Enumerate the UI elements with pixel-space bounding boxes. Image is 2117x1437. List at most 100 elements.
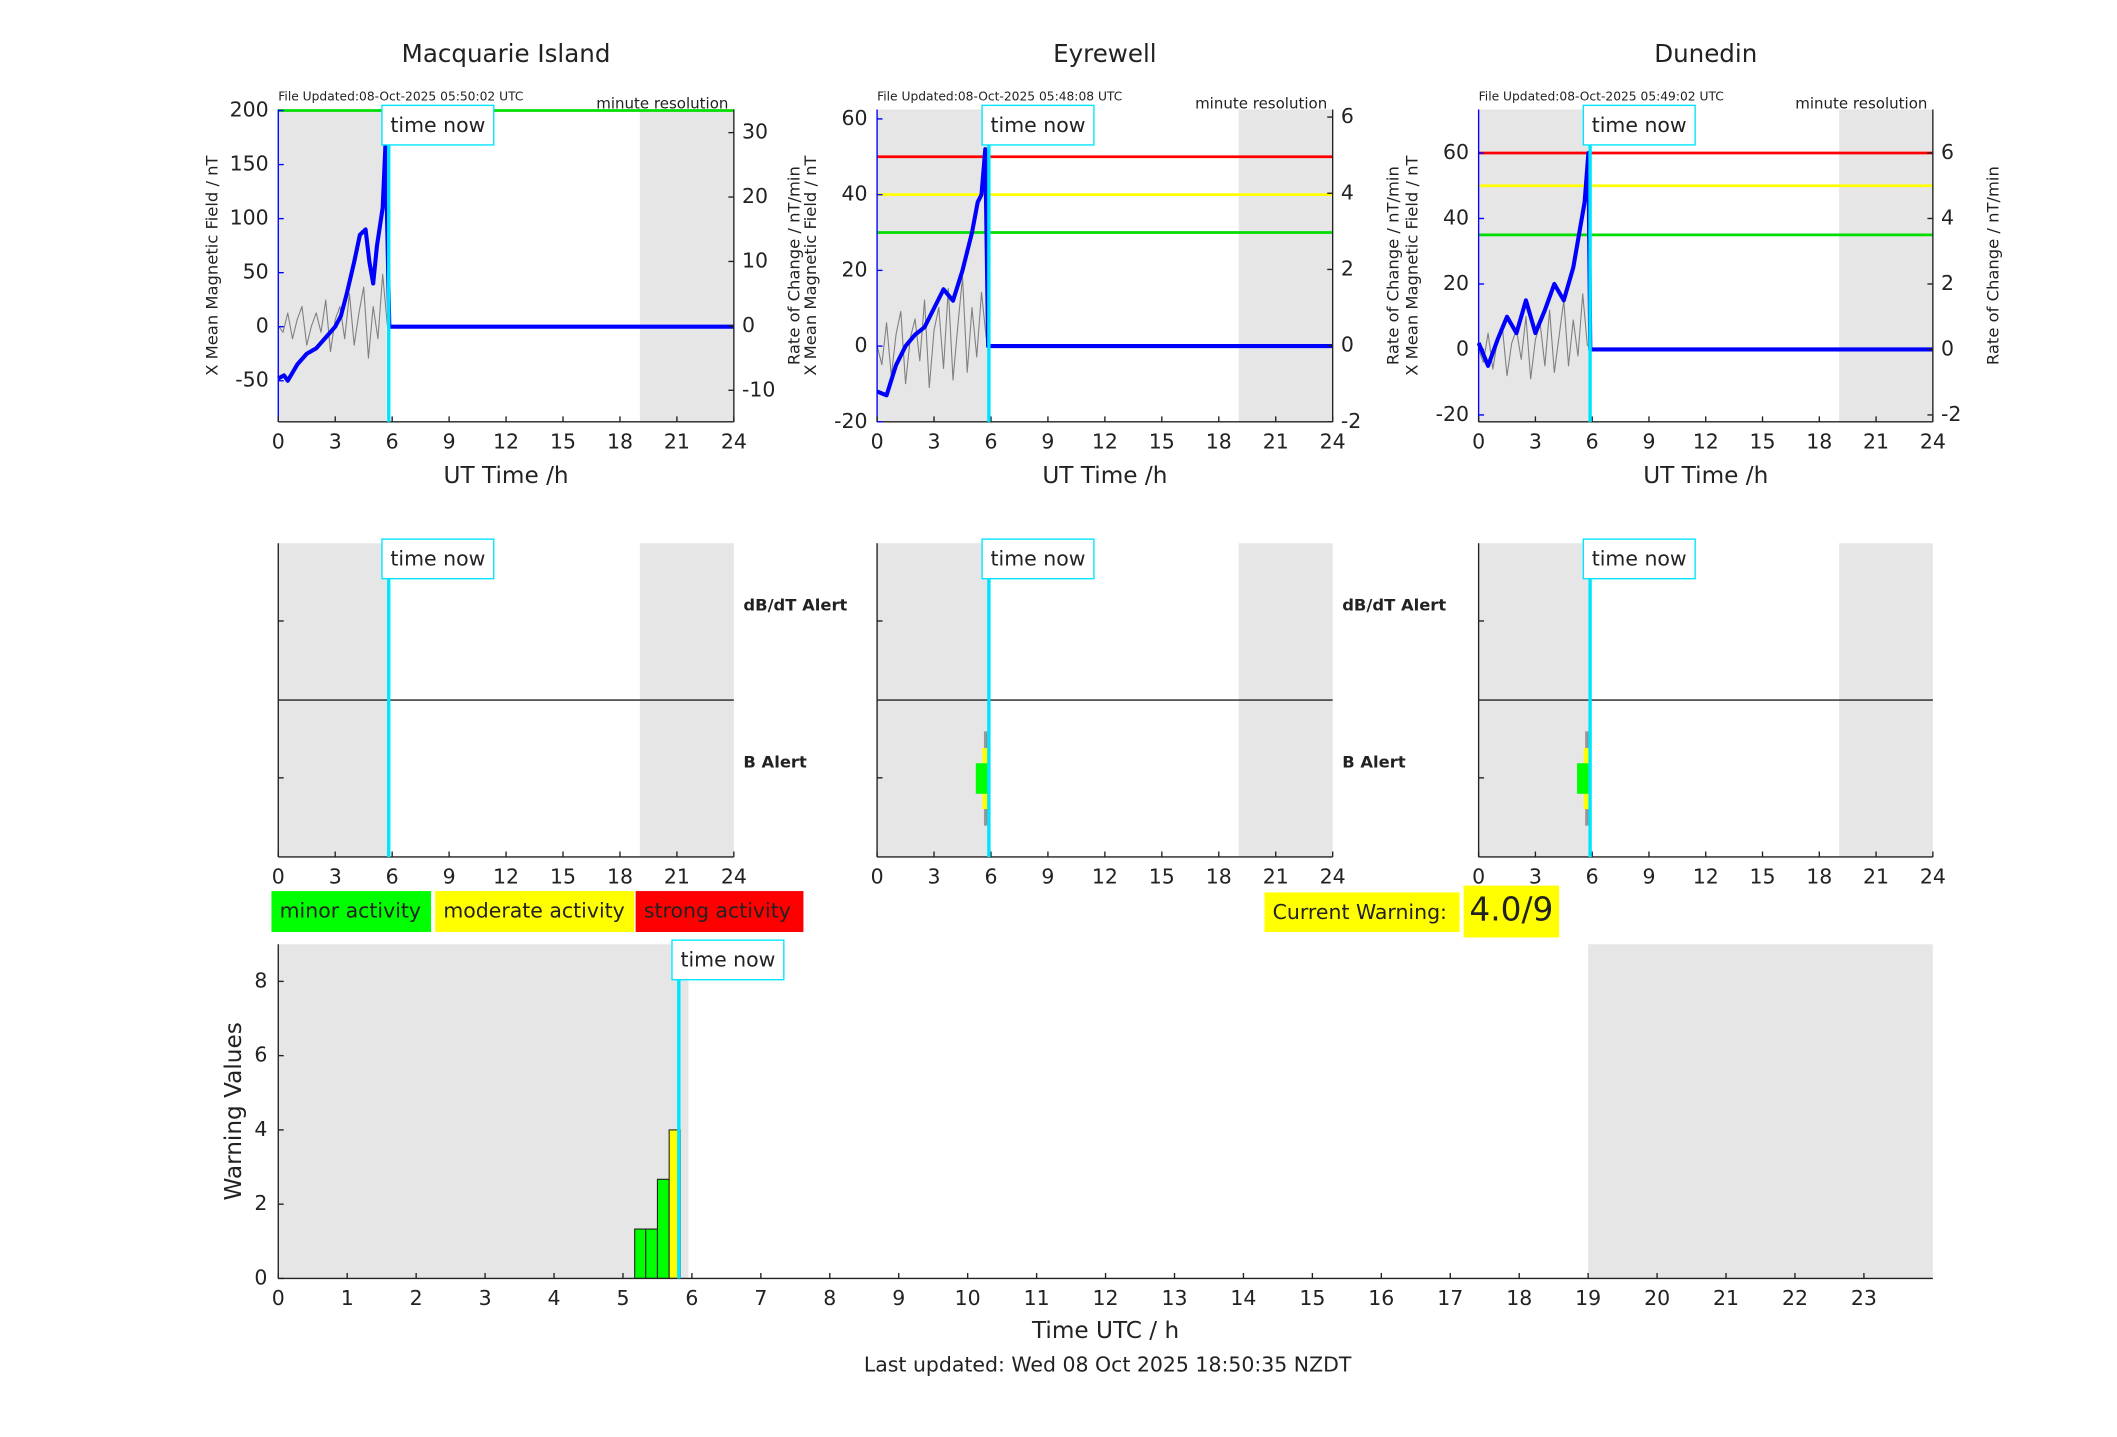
x-tick-label: 6 bbox=[984, 429, 997, 453]
y-tick-label: 0 bbox=[1456, 336, 1469, 360]
field-line bbox=[1476, 150, 1933, 368]
x-tick-label: 0 bbox=[272, 1286, 285, 1310]
x-tick-label: 0 bbox=[871, 429, 884, 453]
x-tick-label: 18 bbox=[1206, 864, 1232, 888]
x-axis-label: UT Time /h bbox=[444, 462, 569, 489]
b-alert-label: B Alert bbox=[1342, 752, 1406, 771]
x-tick-label: 12 bbox=[1693, 429, 1719, 453]
x-tick-label: 9 bbox=[1041, 429, 1054, 453]
x-axis-label: Time UTC / h bbox=[1031, 1317, 1179, 1344]
legend-swatch bbox=[435, 891, 635, 932]
y-tick-label: 20 bbox=[1443, 271, 1469, 295]
chart-title: Dunedin bbox=[1654, 39, 1757, 68]
x-tick-label: 5 bbox=[616, 1286, 629, 1310]
night-shading bbox=[639, 109, 734, 422]
x-tick-label: 12 bbox=[1092, 429, 1118, 453]
x-tick-label: 22 bbox=[1782, 1286, 1808, 1310]
legend-label: strong activity bbox=[644, 899, 791, 923]
x-tick-label: 24 bbox=[1920, 429, 1946, 453]
x-tick-label: 16 bbox=[1368, 1286, 1394, 1310]
x-tick-label: 4 bbox=[548, 1286, 561, 1310]
time-now-label: time now bbox=[390, 113, 485, 137]
x-tick-label: 12 bbox=[1092, 864, 1118, 888]
x-tick-label: 20 bbox=[1644, 1286, 1670, 1310]
x-tick-label: 24 bbox=[721, 429, 747, 453]
y-tick-label: -50 bbox=[235, 368, 268, 392]
legend-swatch bbox=[635, 891, 804, 932]
y-tick-label: 40 bbox=[842, 182, 868, 206]
y2-tick-label: -10 bbox=[742, 377, 775, 401]
x-tick-label: 0 bbox=[272, 864, 285, 888]
x-tick-label: 12 bbox=[493, 864, 519, 888]
x-tick-label: 18 bbox=[1806, 429, 1832, 453]
x-tick-label: 15 bbox=[550, 429, 576, 453]
x-tick-label: 18 bbox=[1506, 1286, 1532, 1310]
time-now-label: time now bbox=[680, 948, 775, 972]
x-tick-label: 21 bbox=[1263, 864, 1289, 888]
x-tick-label: 0 bbox=[1472, 429, 1485, 453]
x-tick-label: 21 bbox=[1863, 429, 1889, 453]
time-now-box bbox=[1582, 538, 1696, 580]
y-tick-label: 6 bbox=[254, 1043, 267, 1067]
x-tick-label: 6 bbox=[1586, 429, 1599, 453]
y-tick-label: 60 bbox=[1443, 140, 1469, 164]
x-tick-label: 15 bbox=[550, 864, 576, 888]
legend-swatch bbox=[271, 891, 432, 932]
x-tick-label: 18 bbox=[607, 429, 633, 453]
x-tick-label: 23 bbox=[1851, 1286, 1877, 1310]
x-tick-label: 13 bbox=[1161, 1286, 1187, 1310]
night-shading bbox=[1839, 109, 1933, 422]
b-alert-bar bbox=[1577, 763, 1590, 794]
x-tick-label: 10 bbox=[955, 1286, 981, 1310]
x-tick-label: 15 bbox=[1750, 429, 1776, 453]
y-tick-label: 0 bbox=[855, 333, 868, 357]
chart-title: Eyrewell bbox=[1053, 39, 1157, 68]
x-tick-label: 21 bbox=[1713, 1286, 1739, 1310]
x-tick-label: 3 bbox=[928, 429, 941, 453]
b-alert-bar bbox=[975, 763, 989, 794]
y-tick-label: 0 bbox=[256, 314, 269, 338]
y-tick-label: 40 bbox=[1443, 205, 1469, 229]
warning-bar bbox=[656, 1178, 670, 1279]
time-now-label: time now bbox=[390, 547, 485, 571]
y-tick-label: 100 bbox=[230, 206, 269, 230]
x-tick-label: 0 bbox=[1472, 864, 1485, 888]
y-tick-label: 60 bbox=[842, 106, 868, 130]
x-tick-label: 21 bbox=[664, 864, 690, 888]
x-tick-label: 17 bbox=[1437, 1286, 1463, 1310]
y2-tick-label: -2 bbox=[1941, 402, 1961, 426]
x-tick-label: 6 bbox=[984, 864, 997, 888]
x-tick-label: 9 bbox=[443, 864, 456, 888]
time-now-box bbox=[981, 538, 1095, 580]
x-tick-label: 7 bbox=[754, 1286, 767, 1310]
x-tick-label: 15 bbox=[1750, 864, 1776, 888]
current-warning-label: Current Warning: bbox=[1273, 900, 1447, 924]
x-tick-label: 9 bbox=[1041, 864, 1054, 888]
y-tick-label: 150 bbox=[230, 152, 269, 176]
y2-tick-label: 0 bbox=[742, 313, 755, 337]
time-now-box bbox=[381, 538, 495, 580]
y-tick-label: 4 bbox=[254, 1117, 267, 1141]
resolution: minute resolution bbox=[1195, 94, 1327, 112]
field-line bbox=[876, 147, 1333, 398]
y-tick-label: 0 bbox=[254, 1265, 267, 1289]
y2-tick-label: 6 bbox=[1341, 104, 1354, 128]
x-tick-label: 3 bbox=[1529, 864, 1542, 888]
x-tick-label: 3 bbox=[329, 429, 342, 453]
x-tick-label: 18 bbox=[1206, 429, 1232, 453]
x-tick-label: 3 bbox=[329, 864, 342, 888]
x-tick-label: 15 bbox=[1149, 429, 1175, 453]
footer: Last updated: Wed 08 Oct 2025 18:50:35 N… bbox=[864, 1353, 1352, 1377]
x-tick-label: 3 bbox=[479, 1286, 492, 1310]
y2-axis-label: Rate of Change / nT/min bbox=[1384, 166, 1403, 365]
warning-bar bbox=[645, 1228, 658, 1279]
x-tick-label: 3 bbox=[928, 864, 941, 888]
legend-label: minor activity bbox=[280, 899, 421, 923]
y2-tick-label: 4 bbox=[1341, 180, 1354, 204]
file-updated: File Updated:08-Oct-2025 05:49:02 UTC bbox=[1479, 90, 1724, 104]
rate-line bbox=[277, 273, 388, 359]
x-tick-label: 21 bbox=[1263, 429, 1289, 453]
y-axis-label: X Mean Magnetic Field / nT bbox=[202, 154, 221, 375]
legend-label: moderate activity bbox=[443, 899, 624, 923]
